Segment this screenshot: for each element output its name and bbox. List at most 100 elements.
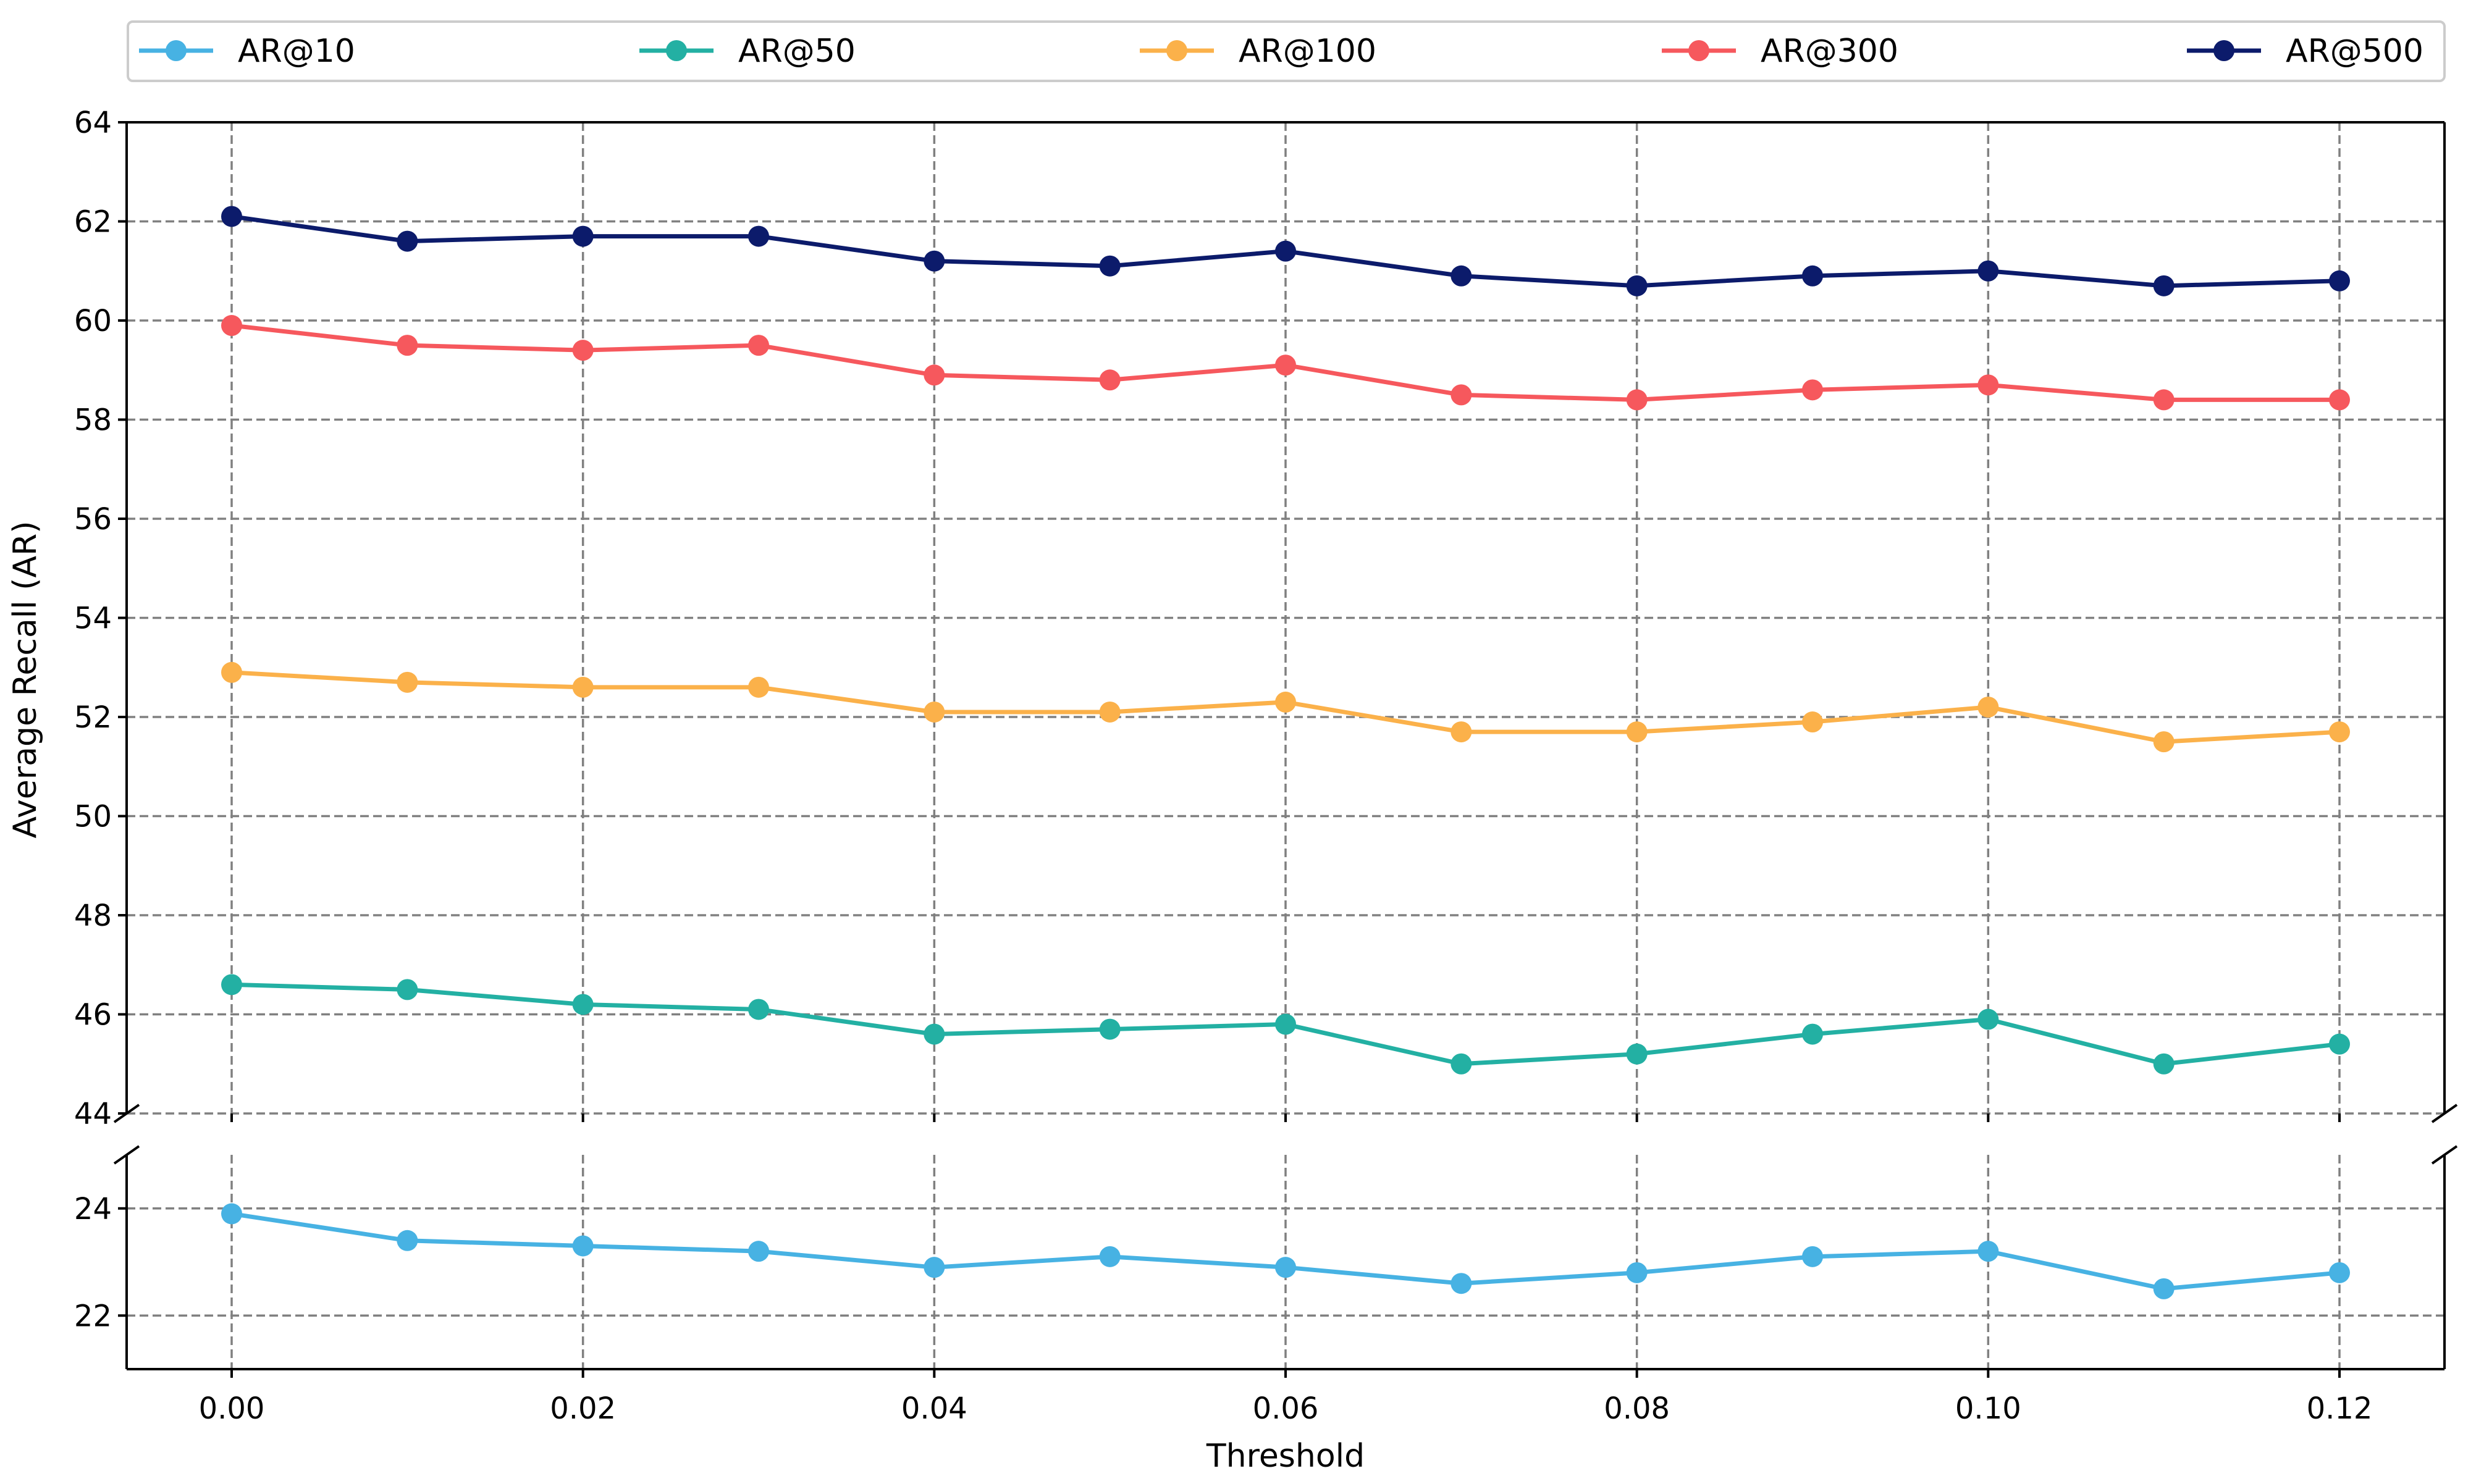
data-point-ar-at-500 — [397, 230, 418, 252]
legend-marker-ar-at-300 — [1688, 40, 1709, 61]
y-tick-label: 48 — [74, 899, 112, 933]
legend-marker-ar-at-50 — [666, 40, 687, 61]
x-tick-label: 0.10 — [1955, 1391, 2021, 1426]
data-point-ar-at-300 — [2153, 389, 2175, 411]
data-point-ar-at-50 — [1275, 1013, 1296, 1035]
data-point-ar-at-300 — [1626, 389, 1648, 411]
data-point-ar-at-10 — [748, 1241, 769, 1262]
data-point-ar-at-10 — [1275, 1257, 1296, 1278]
data-point-ar-at-100 — [924, 701, 945, 723]
x-tick-label: 0.06 — [1253, 1391, 1319, 1426]
data-point-ar-at-100 — [1451, 721, 1472, 743]
legend-box — [127, 20, 2446, 82]
data-point-ar-at-50 — [572, 994, 594, 1015]
x-tick-label: 0.02 — [550, 1391, 616, 1426]
data-point-ar-at-100 — [1099, 701, 1121, 723]
y-tick-label: 54 — [74, 602, 112, 636]
x-tick-label: 0.00 — [199, 1391, 265, 1426]
data-point-ar-at-50 — [1451, 1053, 1472, 1075]
data-point-ar-at-500 — [572, 225, 594, 247]
data-point-ar-at-50 — [221, 974, 242, 996]
data-point-ar-at-100 — [1626, 721, 1648, 743]
data-point-ar-at-10 — [1099, 1246, 1121, 1267]
y-tick-label: 58 — [74, 403, 112, 438]
data-point-ar-at-50 — [1099, 1018, 1121, 1040]
x-axis-title: Threshold — [1206, 1438, 1365, 1475]
data-point-ar-at-50 — [1802, 1023, 1823, 1045]
data-point-ar-at-500 — [1275, 240, 1296, 262]
legend-label-ar-at-10: AR@10 — [238, 33, 355, 70]
data-point-ar-at-100 — [397, 671, 418, 693]
y-tick-label: 62 — [74, 205, 112, 240]
data-point-ar-at-10 — [924, 1257, 945, 1278]
data-point-ar-at-100 — [748, 676, 769, 698]
legend-label-ar-at-500: AR@500 — [2286, 33, 2423, 70]
x-tick-label: 0.04 — [901, 1391, 967, 1426]
y-tick-label: 64 — [74, 106, 112, 140]
data-point-ar-at-10 — [2329, 1262, 2350, 1283]
data-point-ar-at-300 — [924, 364, 945, 386]
data-point-ar-at-10 — [2153, 1278, 2175, 1299]
legend-label-ar-at-50: AR@50 — [738, 33, 856, 70]
data-point-ar-at-50 — [924, 1023, 945, 1045]
y-tick-label: 46 — [74, 998, 112, 1033]
data-point-ar-at-500 — [2153, 275, 2175, 296]
legend-label-ar-at-100: AR@100 — [1239, 33, 1376, 70]
data-point-ar-at-100 — [1977, 696, 1999, 718]
data-point-ar-at-300 — [1451, 384, 1472, 406]
data-point-ar-at-300 — [221, 315, 242, 337]
data-point-ar-at-100 — [572, 676, 594, 698]
data-point-ar-at-50 — [748, 999, 769, 1020]
data-point-ar-at-300 — [1977, 374, 1999, 396]
data-point-ar-at-10 — [1451, 1273, 1472, 1294]
data-point-ar-at-100 — [221, 661, 242, 683]
data-point-ar-at-300 — [572, 340, 594, 361]
y-tick-label: 52 — [74, 700, 112, 735]
data-point-ar-at-500 — [1451, 265, 1472, 287]
legend-label-ar-at-300: AR@300 — [1761, 33, 1898, 70]
data-point-ar-at-100 — [1275, 691, 1296, 713]
y-axis-title: Average Recall (AR) — [7, 521, 44, 838]
data-point-ar-at-500 — [1099, 255, 1121, 277]
data-point-ar-at-300 — [748, 335, 769, 356]
data-point-ar-at-10 — [572, 1235, 594, 1257]
data-point-ar-at-300 — [397, 335, 418, 356]
axis-break-mark — [2431, 1145, 2458, 1165]
y-tick-label: 56 — [74, 502, 112, 537]
y-tick-label: 22 — [74, 1299, 112, 1333]
y-tick-label: 24 — [74, 1192, 112, 1226]
data-point-ar-at-500 — [221, 206, 242, 227]
y-tick-label: 60 — [74, 304, 112, 338]
data-point-ar-at-500 — [924, 250, 945, 272]
data-point-ar-at-300 — [1099, 369, 1121, 391]
data-point-ar-at-50 — [1626, 1043, 1648, 1065]
data-point-ar-at-500 — [1802, 265, 1823, 287]
y-tick-label: 50 — [74, 800, 112, 834]
data-point-ar-at-100 — [2153, 731, 2175, 753]
data-point-ar-at-100 — [1802, 711, 1823, 733]
data-point-ar-at-500 — [1977, 260, 1999, 282]
data-point-ar-at-50 — [397, 979, 418, 1000]
data-point-ar-at-10 — [397, 1230, 418, 1251]
x-tick-label: 0.12 — [2307, 1391, 2373, 1426]
data-point-ar-at-500 — [1626, 275, 1648, 296]
data-point-ar-at-300 — [1275, 354, 1296, 376]
axis-break-mark — [2431, 1104, 2458, 1123]
data-point-ar-at-300 — [1802, 379, 1823, 401]
data-point-ar-at-10 — [221, 1203, 242, 1225]
data-point-ar-at-500 — [2329, 270, 2350, 291]
legend-marker-ar-at-10 — [166, 40, 187, 61]
data-point-ar-at-10 — [1802, 1246, 1823, 1267]
data-point-ar-at-50 — [2153, 1053, 2175, 1075]
data-point-ar-at-500 — [748, 225, 769, 247]
data-point-ar-at-300 — [2329, 389, 2350, 411]
axis-break-mark — [113, 1145, 140, 1165]
data-point-ar-at-100 — [2329, 721, 2350, 743]
legend-marker-ar-at-100 — [1166, 40, 1187, 61]
data-point-ar-at-50 — [2329, 1033, 2350, 1055]
data-point-ar-at-50 — [1977, 1008, 1999, 1030]
data-point-ar-at-10 — [1977, 1241, 1999, 1262]
x-tick-label: 0.08 — [1604, 1391, 1670, 1426]
data-point-ar-at-10 — [1626, 1262, 1648, 1283]
